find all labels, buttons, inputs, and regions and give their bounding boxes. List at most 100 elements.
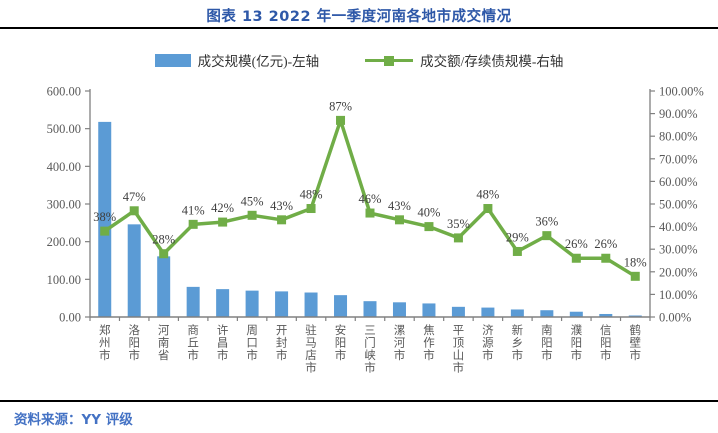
category-label-char: 市 — [571, 348, 583, 362]
category-label-char: 市 — [187, 348, 199, 362]
right-axis-tick-label: 20.00% — [659, 265, 698, 279]
category-label-char: 市 — [423, 348, 435, 362]
bar-焦作市 — [422, 303, 436, 317]
category-label-char: 河 — [158, 324, 170, 337]
right-axis-tick-label: 50.00% — [659, 198, 698, 212]
category-label-char: 市 — [600, 348, 612, 362]
left-axis-tick-label: 600.00 — [47, 85, 81, 99]
bar-濮阳市 — [569, 311, 583, 317]
value-label: 87% — [329, 99, 352, 113]
marker-洛阳市 — [129, 206, 139, 216]
left-axis-tick-label: 100.00 — [47, 273, 81, 287]
category-label-char: 作 — [423, 337, 435, 350]
right-axis-tick-label: 100.00% — [659, 85, 704, 99]
right-axis-tick-label: 60.00% — [659, 175, 698, 189]
left-axis-tick-label: 500.00 — [47, 122, 81, 136]
category-label-char: 南 — [158, 336, 170, 350]
category-label-char: 山 — [453, 349, 465, 362]
category-label-char: 州 — [99, 337, 111, 350]
value-label: 43% — [270, 199, 293, 213]
category-label-char: 周 — [246, 324, 258, 337]
category-label-char: 门 — [364, 336, 376, 350]
value-label: 18% — [624, 255, 647, 269]
value-label: 26% — [594, 237, 617, 251]
category-label-char: 市 — [217, 348, 229, 362]
value-label: 40% — [417, 206, 440, 220]
marker-三门峡市 — [365, 208, 375, 218]
marker-郑州市 — [100, 226, 110, 236]
category-label-char: 新 — [512, 323, 524, 337]
category-label-char: 平 — [453, 325, 465, 337]
top-divider — [0, 27, 718, 29]
value-label: 38% — [93, 210, 116, 224]
bar-商丘市 — [186, 286, 200, 317]
right-axis-tick-label: 40.00% — [659, 220, 698, 234]
category-label-char: 阳 — [335, 337, 347, 350]
category-label-char: 市 — [246, 348, 258, 362]
category-label-char: 乡 — [512, 337, 524, 350]
combo-chart: 0.00 100.00 200.00 300.00 400.00 500.00 600.00… — [47, 85, 704, 375]
bar-安阳市 — [334, 295, 348, 317]
marker-商丘市 — [188, 219, 198, 229]
marker-河南省 — [159, 249, 169, 259]
category-label-char: 阳 — [571, 337, 583, 350]
right-axis-tick-label: 70.00% — [659, 152, 698, 166]
marker-濮阳市 — [571, 253, 581, 263]
marker-平顶山市 — [453, 233, 463, 243]
marker-新乡市 — [512, 246, 522, 256]
value-label: 35% — [447, 217, 470, 231]
category-label-char: 市 — [453, 361, 465, 375]
category-label-char: 市 — [394, 348, 406, 362]
bar-周口市 — [245, 290, 259, 317]
value-label: 29% — [506, 230, 529, 244]
marker-周口市 — [247, 210, 257, 220]
bar-济源市 — [481, 307, 495, 317]
category-label-char: 市 — [512, 348, 524, 362]
category-label-char: 鹤 — [630, 323, 642, 337]
category-label-char: 河 — [394, 337, 406, 350]
bar-平顶山市 — [451, 306, 465, 317]
category-label-char: 马 — [305, 337, 317, 350]
legend-label-bars: 成交规模(亿元)-左轴 — [197, 54, 320, 69]
bar-驻马店市 — [304, 292, 318, 317]
left-axis-tick-label: 0.00 — [59, 311, 81, 325]
category-label-char: 丘 — [187, 337, 199, 350]
category-label-char: 市 — [305, 361, 317, 375]
bottom-divider — [0, 400, 718, 402]
bar-三门峡市 — [363, 301, 377, 317]
marker-济源市 — [483, 204, 493, 214]
right-axis-tick-label: 30.00% — [659, 243, 698, 257]
chart-title: 图表 13 2022 年一季度河南各地市成交情况 — [206, 9, 512, 25]
chart-legend: 成交规模(亿元)-左轴 成交额/存续债规模-右轴 — [0, 50, 718, 70]
bar-开封市 — [275, 291, 289, 317]
marker-信阳市 — [601, 253, 611, 263]
left-axis-tick-label: 400.00 — [47, 160, 81, 174]
category-label-char: 三 — [364, 325, 376, 337]
bar-信阳市 — [599, 313, 613, 317]
value-label: 42% — [211, 201, 234, 215]
category-label-char: 峡 — [364, 348, 376, 362]
value-label: 48% — [476, 188, 499, 202]
marker-鹤壁市 — [630, 271, 640, 281]
category-label-char: 漯 — [394, 324, 406, 337]
category-label-char: 昌 — [217, 337, 229, 350]
value-label: 28% — [152, 233, 175, 247]
value-label: 46% — [359, 192, 382, 206]
category-label-char: 壁 — [630, 336, 642, 350]
left-axis-tick-label: 300.00 — [47, 198, 81, 212]
value-label: 41% — [182, 203, 205, 217]
category-label-char: 洛 — [128, 323, 140, 337]
bar-series-swatch — [154, 53, 191, 67]
bar-新乡市 — [510, 309, 524, 317]
category-label-char: 口 — [246, 338, 258, 350]
category-label-char: 封 — [276, 336, 288, 350]
bar-洛阳市 — [127, 224, 141, 317]
value-label: 45% — [241, 194, 264, 208]
category-label-char: 济 — [482, 323, 494, 337]
right-axis-tick-label: 80.00% — [659, 130, 698, 144]
category-label-char: 阳 — [600, 337, 612, 350]
category-label-char: 信 — [600, 324, 612, 337]
value-label: 47% — [123, 190, 146, 204]
category-label-char: 郑 — [99, 323, 111, 337]
